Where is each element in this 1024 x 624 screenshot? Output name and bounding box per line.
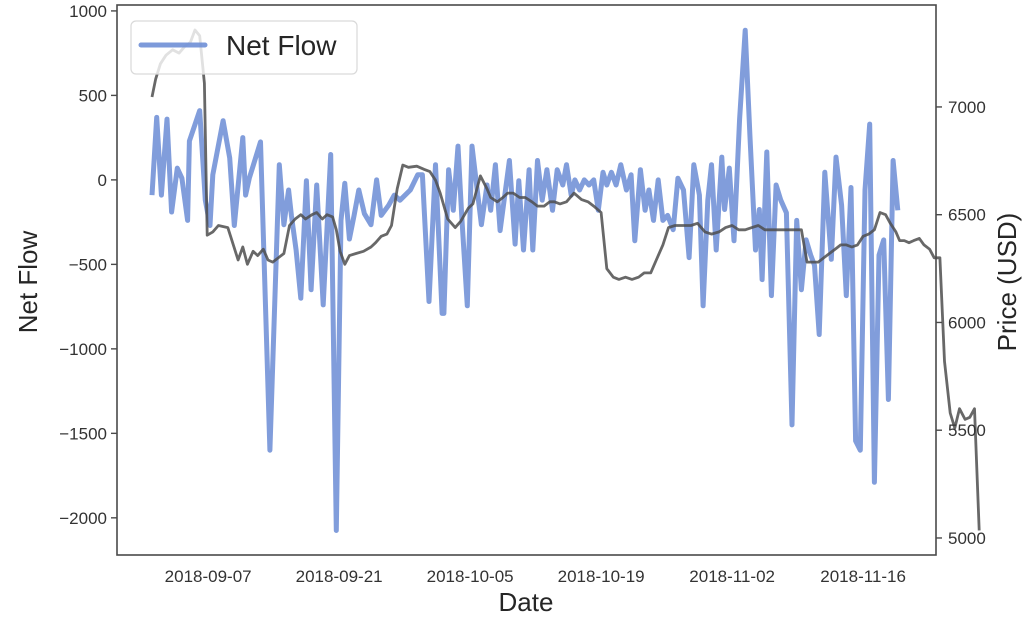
left-y-tick-label: −1000 xyxy=(59,340,107,359)
x-tick-label: 2018-11-16 xyxy=(820,567,906,586)
right-y-tick-label: 6000 xyxy=(948,313,986,332)
price-line xyxy=(150,28,981,531)
axes-frame xyxy=(116,4,937,556)
left-y-tick-label: 500 xyxy=(79,86,107,105)
legend-box xyxy=(130,20,358,75)
x-axis-label: Date xyxy=(499,587,554,617)
right-y-tick-label: 5000 xyxy=(948,529,986,548)
left-y-axis-label: Net Flow xyxy=(13,230,43,333)
legend-net-flow-label: Net Flow xyxy=(226,30,337,61)
x-tick-label: 2018-09-07 xyxy=(165,567,252,586)
left-y-tick-label: −500 xyxy=(69,255,107,274)
left-y-tick-label: 1000 xyxy=(69,2,107,21)
right-y-axis-ticks: 7000 6500 6000 5500 5000 xyxy=(936,98,986,548)
left-y-tick-label: −1500 xyxy=(59,424,107,443)
x-tick-label: 2018-10-19 xyxy=(558,567,645,586)
right-y-tick-label: 6500 xyxy=(948,206,986,225)
x-tick-label: 2018-11-02 xyxy=(689,567,775,586)
net-flow-line xyxy=(149,27,901,533)
right-y-axis-label: Price (USD) xyxy=(992,213,1022,352)
x-tick-label: 2018-09-21 xyxy=(296,567,383,586)
series-layer xyxy=(149,27,981,533)
left-y-tick-label: −2000 xyxy=(59,509,107,528)
right-y-tick-label: 5500 xyxy=(948,421,986,440)
left-y-axis-ticks: 1000 500 0 −500 −1000 −1500 −2000 xyxy=(59,2,117,528)
x-axis-ticks: 2018-09-07 2018-09-21 2018-10-05 2018-10-19… xyxy=(165,567,906,586)
legend: Net Flow xyxy=(130,20,358,75)
x-tick-label: 2018-10-05 xyxy=(427,567,514,586)
left-y-tick-label: 0 xyxy=(98,171,107,190)
right-y-tick-label: 7000 xyxy=(948,98,986,117)
